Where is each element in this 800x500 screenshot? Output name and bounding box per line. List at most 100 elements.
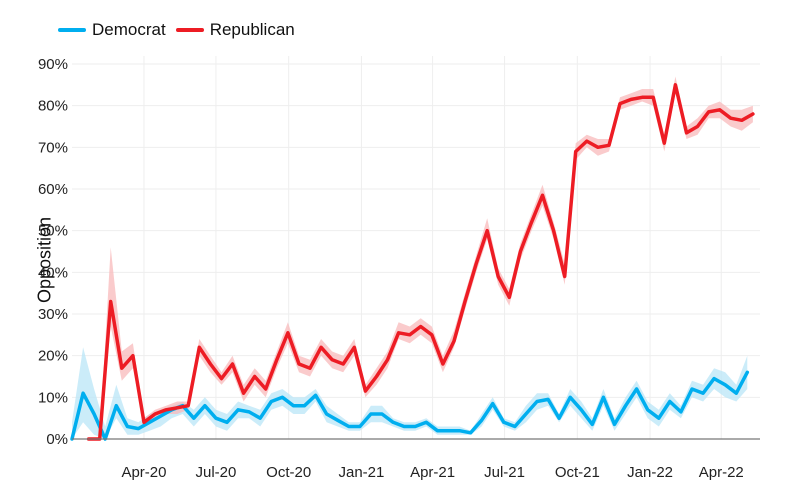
confidence-band-republican bbox=[88, 76, 753, 439]
data-point-republican bbox=[187, 404, 190, 407]
data-point-republican bbox=[419, 325, 422, 328]
data-point-democrat bbox=[613, 423, 616, 426]
data-point-republican bbox=[663, 142, 666, 145]
data-point-republican bbox=[530, 221, 533, 224]
data-point-republican bbox=[707, 110, 710, 113]
data-point-republican bbox=[264, 388, 267, 391]
x-tick-label: Oct-20 bbox=[266, 464, 311, 481]
data-point-democrat bbox=[524, 413, 527, 416]
data-point-democrat bbox=[646, 408, 649, 411]
data-point-republican bbox=[563, 275, 566, 278]
data-point-republican bbox=[453, 340, 456, 343]
legend-swatch-republican bbox=[175, 28, 204, 32]
data-point-democrat bbox=[657, 417, 660, 420]
data-point-democrat bbox=[724, 383, 727, 386]
data-point-republican bbox=[497, 275, 500, 278]
data-point-democrat bbox=[502, 421, 505, 424]
data-point-republican bbox=[342, 363, 345, 366]
data-point-republican bbox=[696, 125, 699, 128]
data-point-republican bbox=[143, 421, 146, 424]
data-point-democrat bbox=[336, 419, 339, 422]
data-point-democrat bbox=[381, 413, 384, 416]
data-point-democrat bbox=[602, 396, 605, 399]
data-point-republican bbox=[508, 296, 511, 299]
y-tick-label: 70% bbox=[38, 139, 68, 156]
series-line-republican bbox=[86, 83, 755, 441]
legend-label-republican: Republican bbox=[209, 20, 295, 39]
data-point-republican bbox=[386, 358, 389, 361]
series-lines bbox=[70, 83, 755, 441]
data-point-republican bbox=[729, 117, 732, 120]
data-point-republican bbox=[486, 229, 489, 232]
data-point-republican bbox=[298, 363, 301, 366]
y-tick-label: 10% bbox=[38, 389, 68, 406]
data-point-democrat bbox=[480, 419, 483, 422]
data-point-republican bbox=[574, 150, 577, 153]
data-point-democrat bbox=[192, 417, 195, 420]
data-point-democrat bbox=[403, 425, 406, 428]
data-point-republican bbox=[552, 229, 555, 232]
legend-swatch-democrat bbox=[58, 28, 86, 32]
data-point-democrat bbox=[491, 402, 494, 405]
data-point-republican bbox=[375, 375, 378, 378]
data-point-democrat bbox=[93, 413, 96, 416]
gridlines bbox=[72, 56, 760, 439]
data-point-republican bbox=[475, 263, 478, 266]
data-point-republican bbox=[596, 146, 599, 149]
legend-item-republican[interactable]: Republican bbox=[175, 20, 295, 40]
x-tick-label: Apr-22 bbox=[699, 464, 744, 481]
confidence-band-democrat bbox=[72, 347, 748, 439]
data-point-republican bbox=[441, 363, 444, 366]
data-point-democrat bbox=[325, 413, 328, 416]
data-point-republican bbox=[275, 358, 278, 361]
data-point-democrat bbox=[358, 425, 361, 428]
data-point-republican bbox=[198, 346, 201, 349]
x-tick-label: Jan-21 bbox=[338, 464, 384, 481]
data-point-republican bbox=[176, 406, 179, 409]
data-point-republican bbox=[209, 363, 212, 366]
data-point-democrat bbox=[259, 417, 262, 420]
data-point-republican bbox=[242, 392, 245, 395]
data-point-democrat bbox=[458, 429, 461, 432]
data-point-democrat bbox=[547, 398, 550, 401]
y-tick-label: 30% bbox=[38, 306, 68, 323]
data-point-democrat bbox=[270, 400, 273, 403]
data-point-republican bbox=[397, 331, 400, 334]
data-point-republican bbox=[231, 363, 234, 366]
data-point-democrat bbox=[226, 421, 229, 424]
data-point-democrat bbox=[536, 400, 539, 403]
y-tick-label: 90% bbox=[38, 56, 68, 73]
data-point-democrat bbox=[203, 404, 206, 407]
data-point-republican bbox=[109, 300, 112, 303]
y-tick-label: 60% bbox=[38, 181, 68, 198]
data-point-republican bbox=[331, 358, 334, 361]
data-point-democrat bbox=[425, 421, 428, 424]
data-point-republican bbox=[541, 194, 544, 197]
data-point-democrat bbox=[469, 431, 472, 434]
data-point-republican bbox=[430, 333, 433, 336]
data-point-democrat bbox=[237, 408, 240, 411]
data-point-republican bbox=[464, 300, 467, 303]
x-tick-label: Oct-21 bbox=[555, 464, 600, 481]
x-tick-label: Jul-20 bbox=[195, 464, 236, 481]
data-point-democrat bbox=[558, 417, 561, 420]
data-point-democrat bbox=[679, 410, 682, 413]
y-tick-label: 40% bbox=[38, 264, 68, 281]
data-point-republican bbox=[131, 354, 134, 357]
data-point-republican bbox=[652, 96, 655, 99]
data-point-democrat bbox=[159, 415, 162, 418]
data-point-republican bbox=[585, 140, 588, 143]
data-point-democrat bbox=[447, 429, 450, 432]
data-point-democrat bbox=[347, 425, 350, 428]
data-point-republican bbox=[641, 96, 644, 99]
data-point-democrat bbox=[713, 377, 716, 380]
data-point-republican bbox=[253, 375, 256, 378]
data-point-republican bbox=[740, 119, 743, 122]
legend-item-democrat[interactable]: Democrat bbox=[58, 20, 166, 40]
data-point-democrat bbox=[691, 388, 694, 391]
data-point-republican bbox=[751, 113, 754, 116]
y-axis-label: Opposition bbox=[34, 216, 55, 304]
y-tick-label: 80% bbox=[38, 98, 68, 115]
data-point-democrat bbox=[369, 413, 372, 416]
